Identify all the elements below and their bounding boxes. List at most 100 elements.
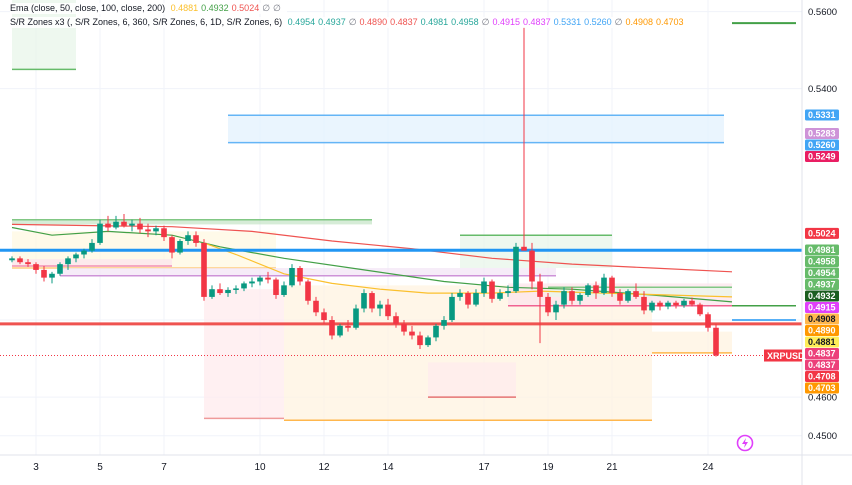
candle-body: [145, 229, 151, 232]
candle-body: [625, 291, 631, 301]
candle-body: [273, 279, 279, 295]
candle-body: [377, 304, 383, 309]
candle-body: [585, 285, 591, 295]
date-tick-label: 14: [382, 462, 394, 473]
price-badge-label: 0.4908: [808, 314, 836, 324]
candle-body: [689, 300, 695, 305]
candle-body: [601, 277, 607, 294]
candle-body: [465, 293, 471, 305]
candle-body: [329, 320, 335, 336]
candle-body: [609, 277, 615, 294]
candle-body: [529, 250, 535, 282]
sr-zone: [12, 259, 172, 267]
legend-value: 0.4915: [492, 17, 521, 27]
price-badge: [805, 267, 839, 279]
candle-body: [289, 267, 295, 286]
candle-body: [241, 283, 247, 289]
legend-value: 0.4881: [170, 3, 199, 13]
price-badge-label: 0.5024: [808, 228, 836, 238]
date-tick-label: 3: [33, 462, 39, 473]
candle-body: [665, 302, 671, 307]
sr-zone: [652, 331, 732, 353]
candle-body: [129, 223, 135, 226]
candle-body: [177, 240, 183, 253]
price-badge: [805, 227, 839, 239]
candle-body: [265, 277, 271, 280]
candle-body: [385, 304, 391, 317]
candle-body: [433, 325, 439, 338]
candle-body: [209, 289, 215, 297]
legend-value: 0.4837: [523, 17, 551, 27]
candle-body: [33, 264, 39, 270]
candle-body: [633, 291, 639, 297]
price-badge: [805, 359, 839, 371]
candle-body: [297, 267, 303, 282]
candle-body: [569, 291, 575, 301]
candle-body: [201, 242, 207, 297]
legend-value: 0.5331: [553, 17, 582, 27]
candle-body: [353, 308, 359, 328]
symbol-tag-box: [764, 349, 802, 362]
candle-body: [505, 291, 511, 294]
candle-body: [233, 288, 239, 290]
candle-body: [113, 221, 119, 228]
lightning-icon[interactable]: [736, 434, 754, 452]
sr-legend-values: 0.4954 0.4937 ∅ 0.4890 0.4837 0.4981 0.4958 ∅ 0.…: [288, 17, 687, 27]
price-badge: [805, 290, 839, 302]
sr-zone: [204, 289, 284, 419]
symbol-tag: XRPUSD: [764, 349, 805, 362]
price-badge: [805, 348, 839, 359]
price-badge: [805, 139, 839, 151]
time-axis[interactable]: 3 5 7 10 12 14 17 19 21 24: [33, 462, 714, 473]
price-tick-label: 0.5600: [808, 7, 837, 18]
candle-body: [337, 325, 343, 336]
price-badge: [805, 382, 839, 394]
date-tick-label: 17: [478, 462, 490, 473]
candle-body: [41, 269, 47, 278]
date-tick-label: 19: [542, 462, 554, 473]
sr-zone: [12, 219, 372, 225]
candle-body: [441, 320, 447, 326]
candle-body: [169, 237, 175, 253]
candle-body: [121, 221, 127, 226]
legend-value: 0.4981: [420, 17, 449, 27]
candle-body: [73, 254, 79, 259]
candle-body: [89, 242, 95, 251]
legend-value: ∅: [481, 17, 490, 27]
ema-legend-values: 0.4881 0.4932 0.5024 ∅ ∅: [171, 3, 284, 13]
date-tick-label: 5: [97, 462, 103, 473]
price-badge-label: 0.5331: [808, 110, 836, 120]
sr-zone: [548, 287, 732, 297]
legend-value: ∅: [614, 17, 623, 27]
candle-body: [681, 300, 687, 306]
candle-body: [545, 296, 551, 313]
legend-value: 0.4932: [201, 3, 229, 13]
candle-body: [513, 246, 519, 292]
price-badge: [805, 302, 839, 313]
sr-legend[interactable]: S/R Zones x3 (, S/R Zones, 6, 360, S/R Z…: [10, 17, 690, 28]
price-badge-label: 0.4890: [808, 326, 836, 336]
legend-value: 0.4937: [318, 17, 346, 27]
candle-body: [673, 302, 679, 306]
price-badge: [805, 256, 839, 267]
legend-value: 0.4890: [359, 17, 388, 27]
candle-body: [497, 293, 503, 299]
candle-body: [281, 285, 287, 295]
ema-legend[interactable]: Ema (close, 50, close, 100, close, 200) …: [10, 3, 287, 14]
level-lines: [0, 22, 802, 326]
candle-body: [57, 264, 63, 274]
candle-body: [305, 281, 311, 301]
candle-body: [49, 273, 55, 278]
candle-body: [553, 304, 559, 313]
candle-body: [345, 325, 351, 328]
legend-value: ∅: [262, 3, 271, 13]
candle-body: [137, 223, 143, 230]
candle-body: [9, 258, 15, 261]
candle-body: [705, 314, 711, 328]
price-badge-label: 0.4954: [808, 268, 836, 278]
candle-body: [473, 293, 479, 305]
price-badge-label: 0.4937: [808, 280, 836, 290]
candles: [9, 26, 719, 357]
price-badge-label: 0.4915: [808, 303, 836, 313]
